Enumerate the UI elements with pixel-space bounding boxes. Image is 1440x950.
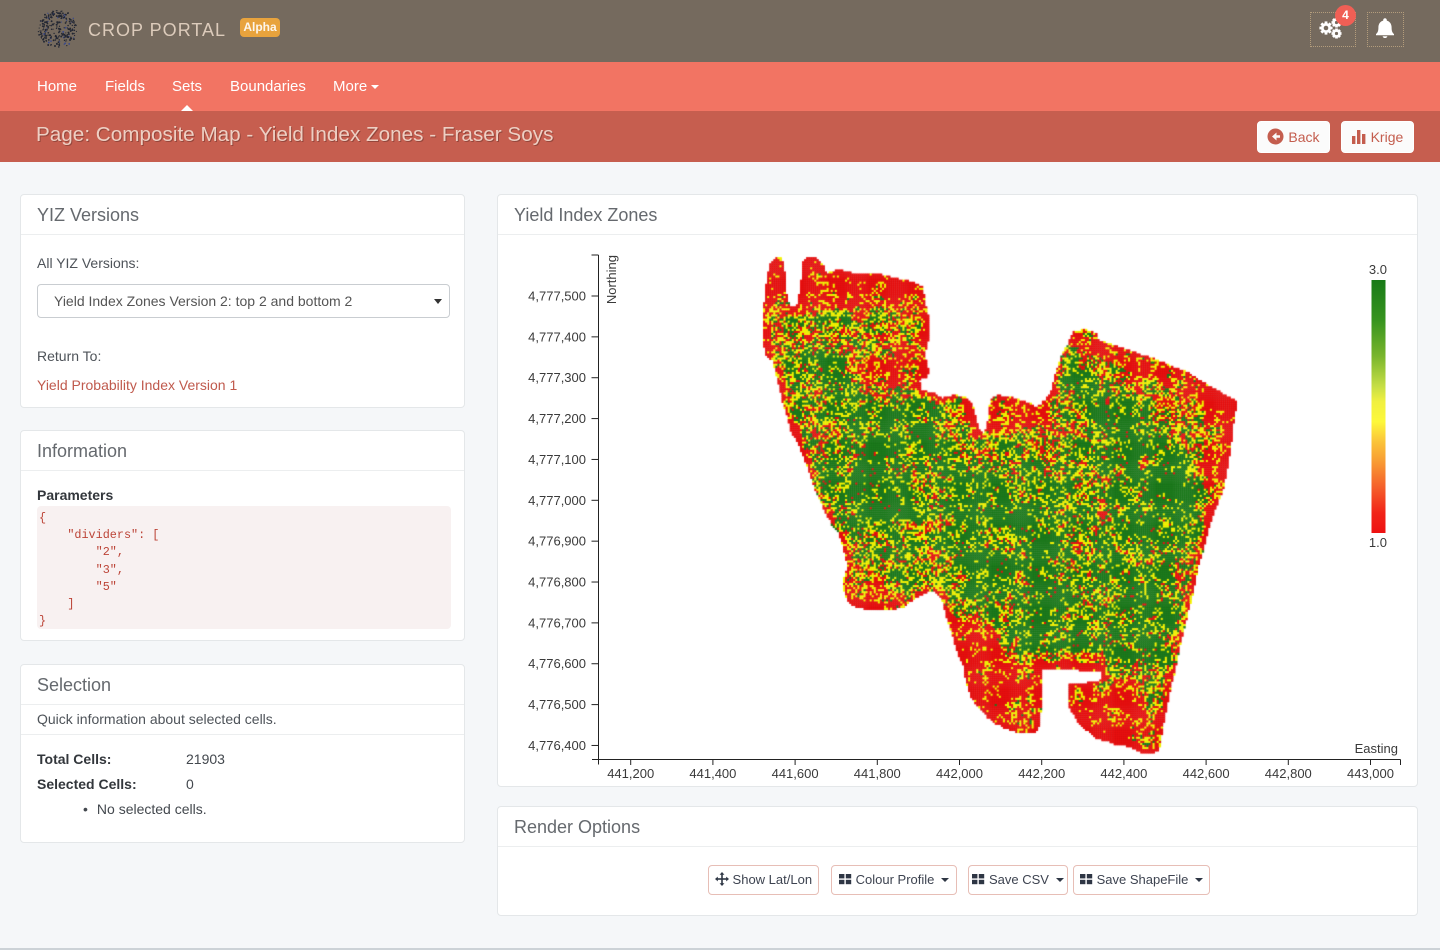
svg-text:4,777,400: 4,777,400 <box>528 329 586 344</box>
svg-text:442,200: 442,200 <box>1018 766 1065 781</box>
svg-text:4,777,200: 4,777,200 <box>528 411 586 426</box>
svg-text:4,777,300: 4,777,300 <box>528 370 586 385</box>
svg-text:441,600: 441,600 <box>772 766 819 781</box>
svg-text:4,777,500: 4,777,500 <box>528 289 586 304</box>
svg-text:4,776,500: 4,776,500 <box>528 697 586 712</box>
svg-text:442,800: 442,800 <box>1265 766 1312 781</box>
svg-text:441,800: 441,800 <box>854 766 901 781</box>
svg-text:4,777,000: 4,777,000 <box>528 493 586 508</box>
svg-text:442,600: 442,600 <box>1183 766 1230 781</box>
svg-text:4,776,400: 4,776,400 <box>528 738 586 753</box>
svg-text:441,400: 441,400 <box>689 766 736 781</box>
svg-text:Easting: Easting <box>1355 741 1398 756</box>
svg-text:442,000: 442,000 <box>936 766 983 781</box>
svg-text:4,777,100: 4,777,100 <box>528 452 586 467</box>
svg-text:443,000: 443,000 <box>1347 766 1394 781</box>
svg-text:4,776,800: 4,776,800 <box>528 575 586 590</box>
svg-text:3.0: 3.0 <box>1369 262 1387 277</box>
svg-text:442,400: 442,400 <box>1100 766 1147 781</box>
svg-text:4,776,900: 4,776,900 <box>528 534 586 549</box>
svg-text:4,776,600: 4,776,600 <box>528 656 586 671</box>
svg-text:4,776,700: 4,776,700 <box>528 615 586 630</box>
svg-text:441,200: 441,200 <box>607 766 654 781</box>
svg-text:1.0: 1.0 <box>1369 535 1387 550</box>
